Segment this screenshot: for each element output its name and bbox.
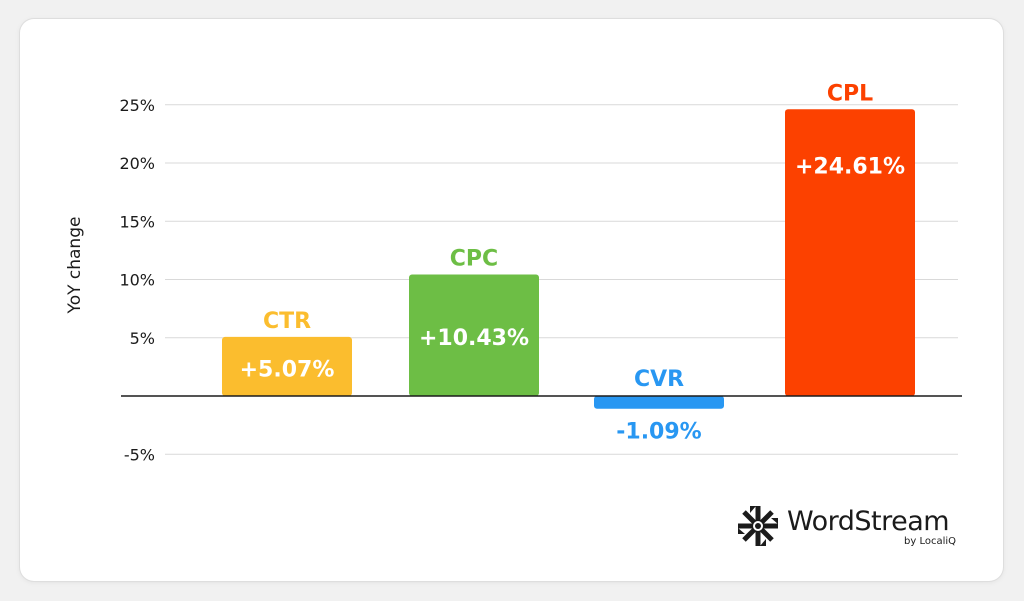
- gridlines: [165, 104, 958, 455]
- y-axis-ticks: 25% 20% 15% 10% 5% -5%: [119, 96, 155, 465]
- data-label: +24.61%: [795, 154, 905, 179]
- category-label: CPC: [450, 246, 498, 271]
- y-tick-label: -5%: [124, 445, 155, 464]
- category-label: CTR: [263, 309, 311, 334]
- bar-cvr: [594, 396, 724, 409]
- category-label: CVR: [634, 367, 684, 392]
- brand-name: WordStream: [787, 506, 950, 537]
- bar-ctr: [222, 336, 352, 396]
- bar-cpc: [409, 274, 539, 396]
- category-label: CPL: [827, 81, 873, 106]
- y-axis-label: YoY change: [65, 217, 85, 315]
- bar-cpl: [785, 109, 915, 396]
- data-label: -1.09%: [616, 420, 701, 445]
- bars: [222, 109, 915, 409]
- y-tick-label: 10%: [119, 271, 155, 290]
- wordstream-logo: WordStream by LocaliQ: [736, 503, 966, 553]
- data-label: +5.07%: [240, 357, 335, 382]
- y-tick-label: 5%: [130, 329, 155, 348]
- y-tick-label: 15%: [119, 212, 155, 231]
- data-label: +10.43%: [419, 326, 529, 351]
- y-tick-label: 25%: [119, 96, 155, 115]
- brand-subtitle: by LocaliQ: [904, 536, 957, 547]
- wordstream-star-icon: [738, 506, 778, 546]
- y-tick-label: 20%: [119, 154, 155, 173]
- bar-labels: CTR +5.07% CPC +10.43% CVR -1.09% CPL +24.61%: [240, 81, 905, 444]
